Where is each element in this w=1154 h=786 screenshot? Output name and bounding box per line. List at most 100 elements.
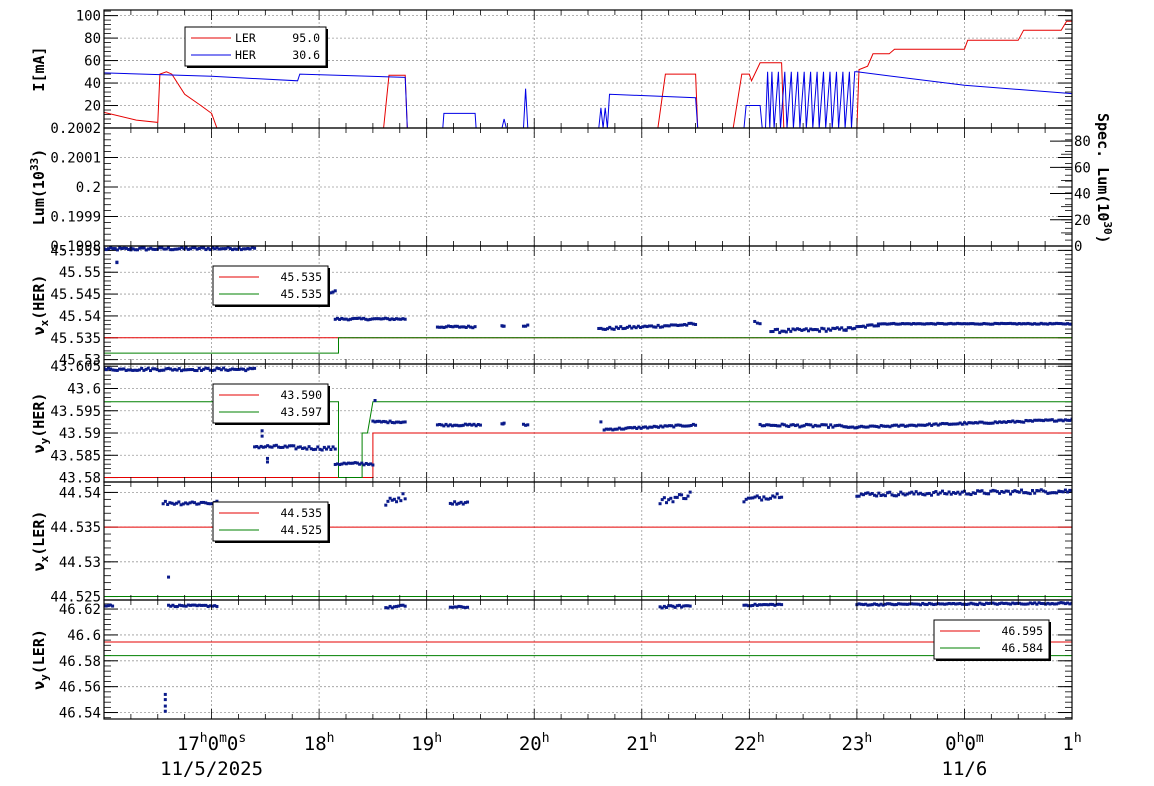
- data-point: [967, 492, 971, 496]
- data-point: [647, 324, 651, 328]
- data-point: [859, 424, 863, 428]
- data-point: [1030, 322, 1034, 326]
- data-point: [524, 324, 528, 328]
- y-axis-title: I[mA]: [30, 46, 48, 91]
- data-point: [762, 603, 766, 607]
- data-point: [776, 424, 780, 428]
- data-point: [206, 502, 210, 506]
- data-point: [971, 322, 975, 326]
- data-point: [384, 606, 388, 610]
- data-point: [686, 604, 690, 608]
- data-point: [175, 605, 179, 609]
- legend: 44.535 44.525: [212, 501, 330, 543]
- data-point: [224, 247, 228, 251]
- data-point: [995, 421, 999, 425]
- data-point: [118, 246, 122, 250]
- data-point: [859, 602, 863, 606]
- data-point: [603, 327, 607, 331]
- data-point: [980, 489, 984, 493]
- data-point: [473, 325, 477, 329]
- data-point: [862, 425, 866, 429]
- data-point: [173, 605, 177, 609]
- data-point: [857, 494, 861, 498]
- data-point: [111, 604, 115, 608]
- right-y-tick-label: 80: [1074, 134, 1091, 150]
- data-point: [851, 327, 855, 331]
- data-point: [986, 322, 990, 326]
- data-point: [838, 423, 842, 427]
- data-point: [106, 366, 110, 370]
- data-point: [886, 424, 890, 428]
- data-point: [905, 602, 909, 606]
- data-point: [1066, 322, 1070, 326]
- data-point: [771, 494, 775, 498]
- data-point: [248, 366, 252, 370]
- data-point: [118, 367, 122, 371]
- data-point: [1030, 489, 1034, 493]
- data-point: [457, 424, 461, 428]
- data-point: [757, 496, 761, 500]
- data-point: [111, 368, 115, 372]
- data-point: [206, 367, 210, 371]
- data-point: [384, 420, 388, 424]
- data-point: [113, 368, 117, 372]
- data-point: [135, 368, 139, 372]
- data-point: [993, 602, 997, 606]
- data-point: [476, 423, 480, 427]
- data-point: [342, 461, 346, 465]
- data-point: [766, 603, 770, 607]
- legend: LER 95.0 HER 30.6: [184, 26, 328, 68]
- data-point: [386, 421, 390, 425]
- data-point: [846, 326, 850, 330]
- data-point: [886, 602, 890, 606]
- data-point: [1020, 488, 1024, 492]
- data-point: [620, 427, 624, 431]
- data-point: [863, 325, 867, 329]
- data-point: [777, 496, 781, 500]
- data-point: [346, 318, 350, 322]
- data-point: [457, 501, 461, 505]
- data-point: [934, 490, 938, 494]
- data-point: [388, 318, 392, 322]
- data-point: [180, 246, 184, 249]
- data-point: [228, 368, 232, 372]
- data-point: [685, 424, 689, 428]
- data-point: [442, 424, 446, 428]
- data-point: [833, 424, 837, 428]
- data-point: [665, 424, 669, 428]
- data-point: [813, 327, 817, 331]
- data-point: [390, 420, 394, 424]
- data-point: [938, 491, 942, 495]
- data-point: [800, 328, 804, 332]
- data-point: [120, 367, 124, 371]
- data-point: [1000, 601, 1004, 605]
- data-point: [868, 603, 872, 607]
- data-point: [459, 500, 463, 504]
- data-point: [967, 322, 971, 326]
- data-point: [940, 322, 944, 326]
- data-point: [912, 602, 916, 606]
- data-point: [344, 317, 348, 321]
- data-point: [694, 423, 698, 427]
- data-point: [775, 602, 779, 606]
- data-point: [876, 324, 880, 328]
- right-axis-title: Spec. Lum(1030): [1094, 113, 1114, 244]
- data-point: [910, 490, 914, 494]
- data-point: [270, 445, 274, 449]
- data-point: [180, 604, 184, 608]
- data-point: [526, 423, 530, 427]
- data-point: [612, 327, 616, 331]
- data-point: [943, 422, 947, 426]
- data-point: [964, 322, 968, 326]
- data-point: [826, 425, 830, 429]
- y-tick-label: 43.595: [50, 404, 101, 420]
- data-point: [458, 325, 462, 329]
- data-point: [765, 423, 769, 427]
- data-point: [1048, 418, 1052, 422]
- data-point: [870, 603, 874, 607]
- data-point: [233, 247, 237, 251]
- y-tick-label: 45.555: [50, 243, 101, 259]
- data-point: [757, 603, 761, 607]
- data-point: [824, 329, 828, 333]
- data-point: [1055, 602, 1059, 606]
